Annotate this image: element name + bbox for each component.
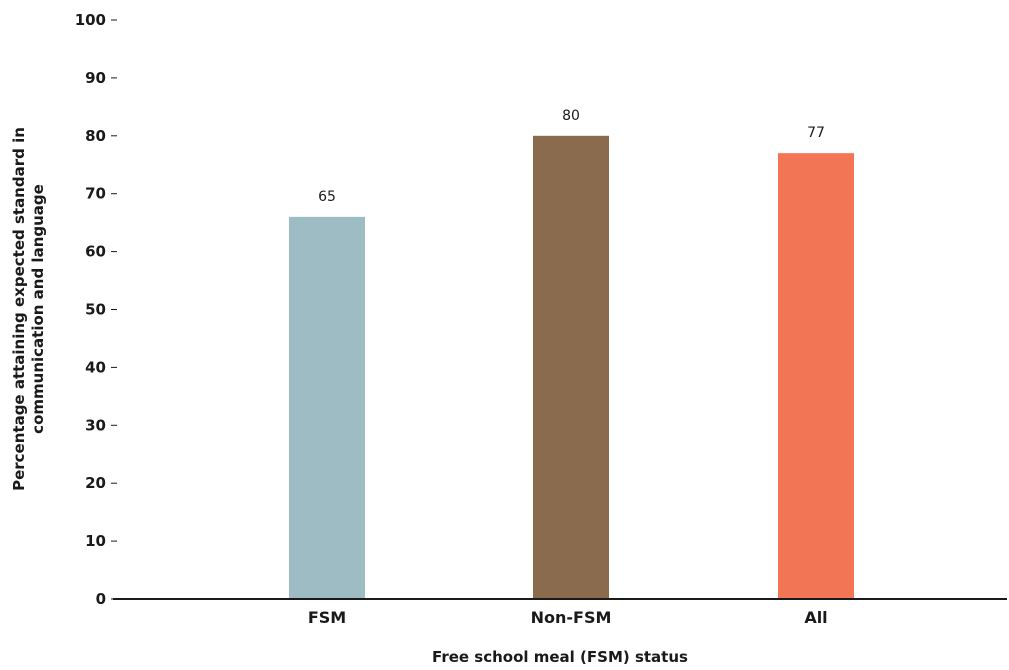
y-tick-label: 30 [85,416,106,434]
bar-all [778,153,854,600]
y-axis-title-line-2: communication and language [29,184,47,434]
y-tick-label: 10 [85,532,106,550]
bar-non-fsm [533,135,609,600]
y-tick-label: 0 [96,590,106,608]
y-axis-ticks: 0 10 20 30 40 50 60 70 80 90 100 [75,11,117,608]
bars [289,135,854,600]
y-tick-label: 20 [85,474,106,492]
y-axis-title: Percentage attaining expected standard i… [10,127,47,491]
y-axis-title-line-1: Percentage attaining expected standard i… [10,127,28,491]
y-tick-label: 80 [85,127,106,145]
bar-fsm [289,216,365,600]
y-tick-label: 60 [85,243,106,261]
category-label: All [804,608,827,627]
x-axis-category-labels: FSM Non-FSM All [308,608,828,627]
x-axis-title: Free school meal (FSM) status [432,648,688,666]
y-tick-label: 50 [85,301,106,319]
data-label: 65 [318,189,336,205]
category-label: FSM [308,608,346,627]
data-labels: 65 80 77 [318,108,825,205]
category-label: Non-FSM [531,608,612,627]
y-tick-label: 90 [85,69,106,87]
y-tick-label: 100 [75,11,106,29]
y-tick-label: 40 [85,358,106,376]
y-tick-label: 70 [85,185,106,203]
data-label: 80 [562,108,580,124]
data-label: 77 [807,125,825,141]
